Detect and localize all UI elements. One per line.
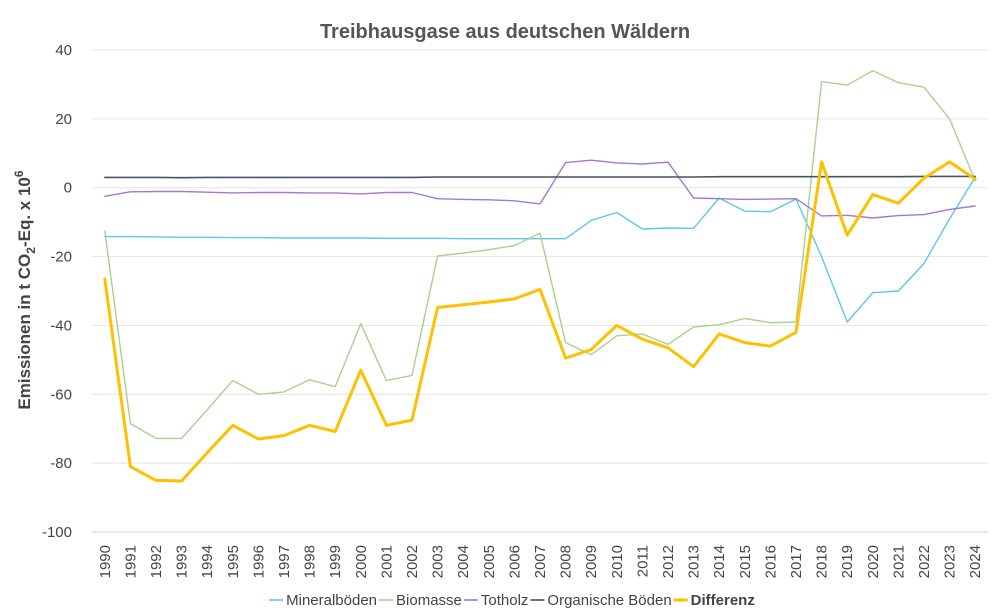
legend-item-1: Biomasse <box>379 592 462 609</box>
series-line-1 <box>104 69 976 440</box>
x-tick-label: 2022 <box>916 545 933 578</box>
x-tick-label: 1993 <box>174 545 191 578</box>
x-tick-label: 1995 <box>225 545 242 578</box>
x-tick-label: 2011 <box>634 545 651 577</box>
x-tick-label: 2000 <box>353 545 370 578</box>
x-tick-label: 1991 <box>122 545 139 578</box>
y-tick-label: -80 <box>50 455 72 472</box>
x-axis-ticks: 1990 1991 1992 1993 1994 1995 1996 1997 1998 1999… <box>97 545 984 578</box>
y-tick-label: -40 <box>50 317 72 334</box>
x-tick-label: 2018 <box>814 545 831 578</box>
x-tick-label: 2015 <box>737 545 754 578</box>
x-tick-label: 1990 <box>97 545 114 578</box>
series-line-0 <box>104 176 976 323</box>
x-tick-label: 2019 <box>839 545 856 578</box>
y-tick-label: 0 <box>64 180 72 197</box>
y-tick-label: 40 <box>55 42 72 59</box>
x-tick-label: 2007 <box>532 545 549 578</box>
y-tick-label: -100 <box>42 524 72 541</box>
x-tick-label: 2012 <box>660 545 677 578</box>
legend-label: Differenz <box>691 592 755 609</box>
x-tick-label: 2009 <box>583 545 600 578</box>
x-tick-label: 2005 <box>481 545 498 578</box>
x-tick-label: 2017 <box>788 545 805 578</box>
x-tick-label: 2004 <box>455 545 472 578</box>
x-tick-label: 2002 <box>404 545 421 578</box>
series-line-4 <box>103 160 977 483</box>
y-axis-ticks: 40 20 0 -20 -40 -60 -80 -100 <box>42 42 72 541</box>
y-tick-label: -60 <box>50 386 72 403</box>
x-tick-label: 2013 <box>686 545 703 578</box>
x-tick-label: 1998 <box>302 545 319 578</box>
x-tick-label: 2003 <box>430 545 447 578</box>
legend-label: Organische Böden <box>547 592 671 609</box>
x-tick-label: 2008 <box>558 545 575 578</box>
legend-item-2: Totholz <box>463 592 529 609</box>
series-line-3 <box>104 175 977 179</box>
y-axis-label: Emissionen in t CO2-Eq. x 106 <box>12 170 38 409</box>
x-tick-label: 2016 <box>762 545 779 578</box>
x-tick-label: 2001 <box>378 545 395 578</box>
x-tick-label: 2010 <box>609 545 626 578</box>
legend-label: Totholz <box>481 592 529 609</box>
legend-label: Biomasse <box>396 592 462 609</box>
series-line-2 <box>104 159 976 219</box>
legend-item-4: Differenz <box>673 592 755 609</box>
x-tick-label: 2014 <box>711 545 728 578</box>
legend-item-0: Mineralböden <box>269 592 377 609</box>
x-tick-label: 2023 <box>942 545 959 578</box>
series-lines <box>103 69 977 483</box>
x-tick-label: 1997 <box>276 545 293 578</box>
x-tick-label: 1996 <box>250 545 267 578</box>
x-tick-label: 1992 <box>148 545 165 578</box>
legend-label: Mineralböden <box>286 592 377 609</box>
x-tick-label: 1999 <box>327 545 344 578</box>
x-tick-label: 2020 <box>865 545 882 578</box>
x-tick-label: 2024 <box>967 545 984 578</box>
y-tick-label: -20 <box>50 249 72 266</box>
gridlines <box>92 49 988 533</box>
x-tick-label: 2021 <box>890 545 907 578</box>
legend: Mineralböden Biomasse Totholz Organische Bö… <box>269 592 755 609</box>
chart-title: Treibhausgase aus deutschen Wäldern <box>320 21 690 43</box>
x-tick-label: 2006 <box>506 545 523 578</box>
legend-item-3: Organische Böden <box>530 592 672 609</box>
y-tick-label: 20 <box>55 111 72 128</box>
x-tick-label: 1994 <box>199 545 216 578</box>
